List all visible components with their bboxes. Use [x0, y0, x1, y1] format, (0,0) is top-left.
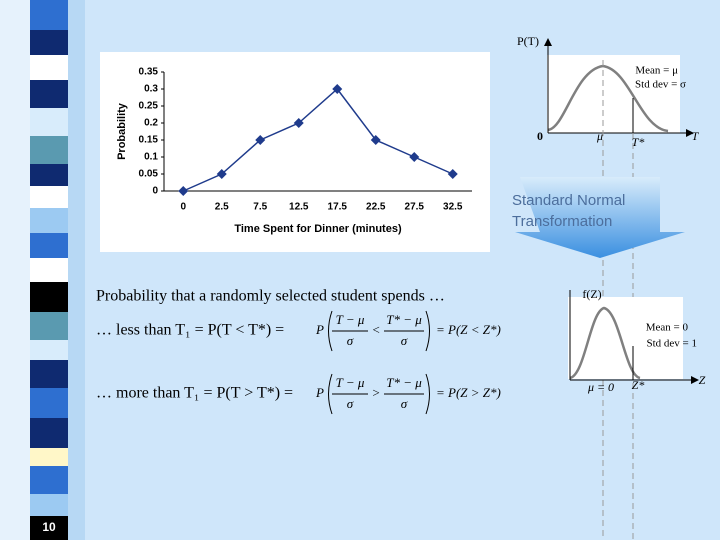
diagram-label: Std dev = 1	[646, 338, 697, 350]
x-tick-label: 0	[180, 202, 186, 213]
y-tick-label: 0.3	[144, 84, 158, 95]
diagram-label: 0	[537, 129, 543, 143]
equation-label: … less than T₁ = P(T < T*) =	[96, 322, 284, 339]
chart: 0 0.05 0.1 0.15 0.2 0.25 0.3 0.35 Probability Tim…	[116, 67, 472, 235]
diagram-label: P(T)	[517, 34, 539, 48]
diagram-label: μ	[596, 129, 603, 143]
y-tick-label: 0.35	[139, 67, 159, 78]
paren	[425, 373, 430, 415]
marker	[370, 135, 381, 145]
equation-part: T* − μ	[386, 375, 422, 390]
slide-number: 10	[42, 520, 56, 534]
equation-part: σ	[347, 333, 354, 348]
diagram-label: μ = 0	[587, 380, 614, 394]
y-tick-label: 0.05	[139, 169, 159, 180]
marker	[216, 169, 227, 179]
diagram-label: Mean = 0	[646, 322, 689, 334]
diagram-label: f(Z)	[582, 287, 601, 301]
chart-box	[100, 52, 490, 252]
equation-part: P	[315, 322, 324, 337]
equation-part: T* − μ	[386, 312, 422, 327]
marker	[332, 84, 343, 94]
paren	[328, 310, 333, 352]
y-tick-label: 0.1	[144, 152, 158, 163]
y-axis-title: Probability	[116, 102, 128, 160]
x-tick-label: 17.5	[328, 202, 348, 213]
y-tick-label: 0.15	[139, 135, 159, 146]
equation: … more than T₁ = P(T > T*) = P T − μ σ > T* −…	[96, 373, 501, 415]
x-tick-label: 12.5	[289, 202, 309, 213]
transform-label: Standard Normal	[512, 192, 625, 209]
equation-part: = P(Z < Z*)	[436, 322, 501, 337]
equation-part: <	[372, 322, 381, 337]
marker	[447, 169, 458, 179]
diagram-label: Std dev = σ	[635, 79, 686, 91]
bottom-diagram	[568, 290, 699, 384]
marker	[409, 152, 420, 162]
y-tick-label: 0.2	[144, 118, 158, 129]
x-tick-label: 2.5	[215, 202, 229, 213]
x-tick-label: 27.5	[405, 202, 425, 213]
marker	[178, 186, 189, 196]
left-margin	[0, 0, 30, 540]
marker	[293, 118, 304, 128]
paren	[425, 310, 430, 352]
x-tick-label: 22.5	[366, 202, 386, 213]
equation-part: = P(Z > Z*)	[436, 385, 501, 400]
transform-arrow	[515, 177, 685, 258]
intro-text: Probability that a randomly selected stu…	[96, 288, 445, 305]
equation-part: T − μ	[336, 312, 365, 327]
diagram-label: T	[692, 129, 700, 143]
y-tick-label: 0	[152, 186, 158, 197]
diagram-label: Z	[699, 373, 706, 387]
equation-part: T − μ	[336, 375, 365, 390]
x-tick-label: 32.5	[443, 202, 463, 213]
diagram-label: Mean = μ	[635, 65, 678, 77]
equation-part: σ	[401, 396, 408, 411]
equation-part: σ	[401, 333, 408, 348]
y-tick-label: 0.25	[139, 101, 159, 112]
equation-part: σ	[347, 396, 354, 411]
diagram-label: T*	[632, 135, 645, 149]
marker	[255, 135, 266, 145]
equation: … less than T₁ = P(T < T*) = P T − μ σ < T* −…	[96, 310, 501, 352]
line	[182, 87, 454, 192]
x-tick-label: 7.5	[253, 202, 267, 213]
x-axis-title: Time Spent for Dinner (minutes)	[234, 223, 402, 235]
paren	[328, 373, 333, 415]
equation-part: P	[315, 385, 324, 400]
equation-part: >	[372, 385, 381, 400]
transform-label: Transformation	[512, 213, 612, 230]
diagram-label: Z*	[632, 378, 645, 392]
decor-strip	[30, 0, 85, 540]
equation-label: … more than T₁ = P(T > T*) =	[96, 385, 293, 402]
